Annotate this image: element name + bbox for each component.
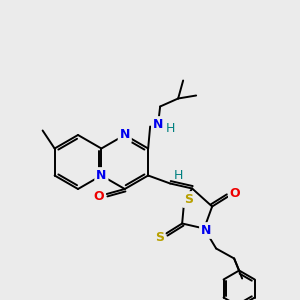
Text: H: H (173, 169, 183, 182)
Text: O: O (94, 190, 104, 202)
Text: O: O (230, 187, 241, 200)
Text: S: S (154, 231, 164, 244)
Text: N: N (96, 169, 106, 182)
Text: N: N (120, 128, 130, 142)
Text: H: H (166, 122, 175, 135)
Text: S: S (184, 193, 193, 206)
Text: N: N (153, 118, 163, 131)
Text: N: N (201, 224, 211, 237)
